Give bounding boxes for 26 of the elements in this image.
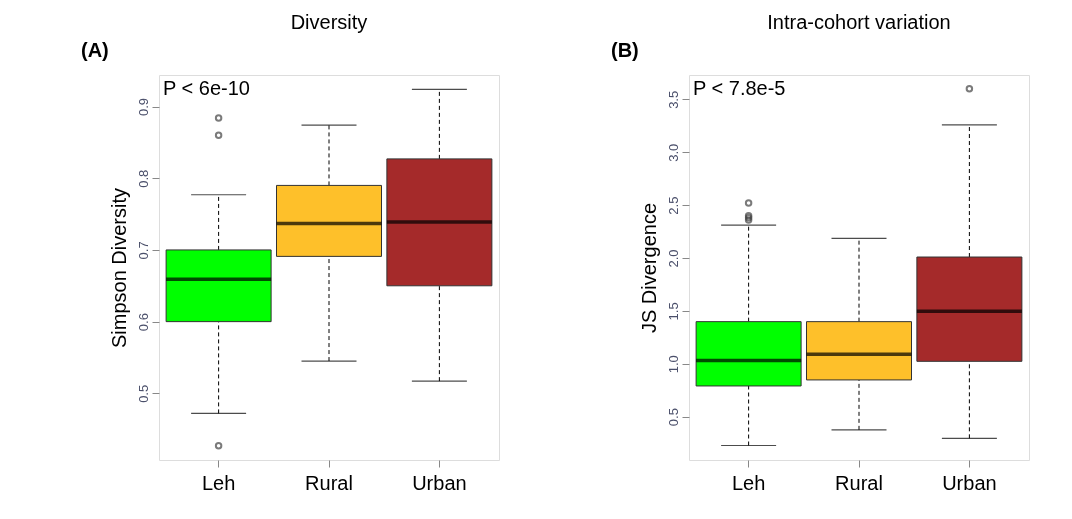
y-tick-label: 3.0: [665, 143, 681, 162]
annotation: P < 7.8e-5: [693, 77, 786, 99]
y-tick-label: 0.6: [135, 313, 151, 332]
x-tick-label: Urban: [942, 471, 997, 494]
annotation: P < 6e-10: [163, 77, 250, 99]
y-tick-label: 0.5: [665, 408, 681, 427]
y-tick-label: 3.5: [665, 90, 681, 109]
x-tick-label: Rural: [835, 471, 883, 494]
y-tick-label: 0.5: [135, 384, 151, 403]
text: (B): [611, 39, 639, 61]
y-tick-label: 0.7: [135, 241, 151, 260]
y-tick-label: 2.5: [665, 196, 681, 215]
chart-title: Diversity: [290, 11, 368, 33]
x-tick-label: Leh: [201, 471, 236, 494]
x-tick-label: Urban: [412, 471, 467, 494]
x-tick-label: Rural: [305, 471, 353, 494]
y-tick-label: 1.0: [665, 355, 681, 374]
y-tick-label: 1.5: [665, 302, 681, 321]
text: (A): [81, 39, 109, 61]
y-axis-title: Simpson Diversity: [107, 187, 130, 349]
chart-title: Intra-cohort variation: [767, 11, 951, 33]
y-tick-label: 2.0: [665, 249, 681, 268]
y-axis-title: JS Divergence: [637, 202, 660, 334]
y-tick-label: 0.8: [135, 169, 151, 188]
x-tick-label: Leh: [731, 471, 766, 494]
y-tick-label: 0.9: [135, 98, 151, 117]
